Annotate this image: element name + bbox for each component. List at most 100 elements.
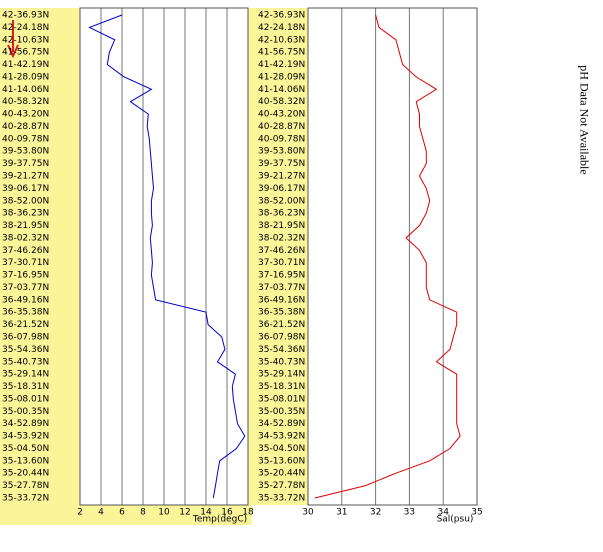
y-tick-label: 35-04.50N [2, 444, 49, 454]
y-tick-label: 40-58.32N [2, 97, 49, 107]
x-tick-label: 6 [119, 508, 125, 518]
plot-frame [79, 7, 249, 506]
x-tick-label: 34 [437, 508, 449, 518]
y-tick-label: 39-06.17N [2, 184, 49, 194]
y-tick-label: 36-07.98N [258, 333, 305, 343]
y-tick-label: 38-02.32N [2, 233, 49, 243]
y-tick-label: 35-18.31N [258, 382, 305, 392]
y-tick-label: 36-21.52N [2, 320, 49, 330]
y-tick-label: 36-49.16N [2, 295, 49, 305]
y-tick-label: 42-10.63N [258, 35, 305, 45]
y-tick-label: 35-54.36N [2, 345, 49, 355]
y-tick-label: 39-37.75N [2, 159, 49, 169]
y-tick-label: 38-52.00N [258, 196, 305, 206]
x-tick-label: 2 [77, 508, 83, 518]
x-tick-label: 30 [302, 508, 314, 518]
y-tick-label: 37-16.95N [2, 271, 49, 281]
y-tick-label: 40-58.32N [258, 97, 305, 107]
y-tick-label: 35-08.01N [258, 394, 305, 404]
y-tick-label: 41-56.75N [258, 48, 305, 58]
y-tick-label: 35-27.78N [258, 481, 305, 491]
x-tick-label: 4 [98, 508, 104, 518]
y-tick-label: 42-10.63N [2, 35, 49, 45]
y-tick-label: 35-18.31N [2, 382, 49, 392]
y-tick-label: 37-03.77N [2, 283, 49, 293]
y-tick-label: 35-40.73N [258, 357, 305, 367]
y-tick-label: 36-35.38N [2, 308, 49, 318]
data-line [88, 14, 246, 499]
y-tick-label: 40-28.87N [2, 122, 49, 132]
y-tick-label: 35-33.72N [2, 494, 49, 504]
y-tick-label: 42-24.18N [258, 23, 305, 33]
y-tick-label: 36-49.16N [258, 295, 305, 305]
y-tick-label: 39-21.27N [2, 172, 49, 182]
y-tick-label: 35-54.36N [258, 345, 305, 355]
y-tick-label: 34-53.92N [258, 432, 305, 442]
y-tick-label: 35-00.35N [2, 407, 49, 417]
y-tick-label: 42-24.18N [2, 23, 49, 33]
y-tick-label: 36-35.38N [258, 308, 305, 318]
y-tick-label: 36-07.98N [2, 333, 49, 343]
y-tick-label: 40-09.78N [2, 134, 49, 144]
y-tick-label: 35-00.35N [258, 407, 305, 417]
y-tick-label: 35-20.44N [258, 469, 305, 479]
y-tick-label: 35-40.73N [2, 357, 49, 367]
y-tick-label: 37-46.26N [258, 246, 305, 256]
y-tick-label: 35-20.44N [2, 469, 49, 479]
y-tick-label: 39-53.80N [2, 147, 49, 157]
x-tick-label: 18 [242, 508, 254, 518]
x-tick-label: 8 [140, 508, 146, 518]
y-tick-label: 34-52.89N [2, 419, 49, 429]
x-tick-label: 31 [336, 508, 347, 518]
x-tick-label: 12 [179, 508, 190, 518]
plot-area [308, 8, 477, 505]
y-tick-label: 41-56.75N [2, 48, 49, 58]
x-tick-label: 16 [221, 508, 233, 518]
y-tick-label: 38-02.32N [258, 233, 305, 243]
y-tick-label: 37-16.95N [258, 271, 305, 281]
y-tick-label: 40-09.78N [258, 134, 305, 144]
y-tick-label: 38-52.00N [2, 196, 49, 206]
y-tick-label: 42-36.93N [258, 11, 305, 21]
y-tick-label: 35-13.60N [2, 456, 49, 466]
y-tick-label: 40-43.20N [258, 110, 305, 120]
y-tick-label: 37-30.71N [2, 258, 49, 268]
y-tick-label: 41-14.06N [2, 85, 49, 95]
x-tick-label: 35 [471, 508, 482, 518]
y-tick-label: 41-14.06N [258, 85, 305, 95]
y-tick-label: 34-53.92N [2, 432, 49, 442]
panel-bg [252, 8, 308, 505]
y-tick-label: 38-36.23N [2, 209, 49, 219]
side-note: pH Data Not Available [577, 65, 591, 174]
y-tick-label: 38-21.95N [258, 221, 305, 231]
x-tick-label: 10 [158, 508, 170, 518]
y-tick-label: 38-21.95N [2, 221, 49, 231]
y-tick-label: 39-21.27N [258, 172, 305, 182]
y-tick-label: 37-46.26N [2, 246, 49, 256]
y-tick-label: 41-28.09N [2, 72, 49, 82]
y-tick-label: 35-04.50N [258, 444, 305, 454]
y-tick-label: 42-36.93N [2, 11, 49, 21]
y-tick-label: 35-13.60N [258, 456, 305, 466]
x-tick-label: 14 [200, 508, 212, 518]
y-tick-label: 35-29.14N [258, 370, 305, 380]
x-tick-label: 32 [370, 508, 381, 518]
y-tick-label: 39-06.17N [258, 184, 305, 194]
y-tick-label: 41-42.19N [258, 60, 305, 70]
y-tick-label: 35-27.78N [2, 481, 49, 491]
y-tick-label: 38-36.23N [258, 209, 305, 219]
data-line [314, 14, 461, 499]
x-axis-title: Temp(degC) [192, 515, 247, 525]
y-tick-label: 34-52.89N [258, 419, 305, 429]
y-tick-label: 39-53.80N [258, 147, 305, 157]
y-tick-label: 39-37.75N [258, 159, 305, 169]
y-tick-label: 36-21.52N [258, 320, 305, 330]
y-tick-label: 41-28.09N [258, 72, 305, 82]
y-tick-label: 41-42.19N [2, 60, 49, 70]
x-tick-label: 33 [404, 508, 415, 518]
y-tick-label: 35-08.01N [2, 394, 49, 404]
y-tick-label: 35-33.72N [258, 494, 305, 504]
y-tick-label: 37-30.71N [258, 258, 305, 268]
x-axis-title: Sal(psu) [437, 515, 474, 525]
